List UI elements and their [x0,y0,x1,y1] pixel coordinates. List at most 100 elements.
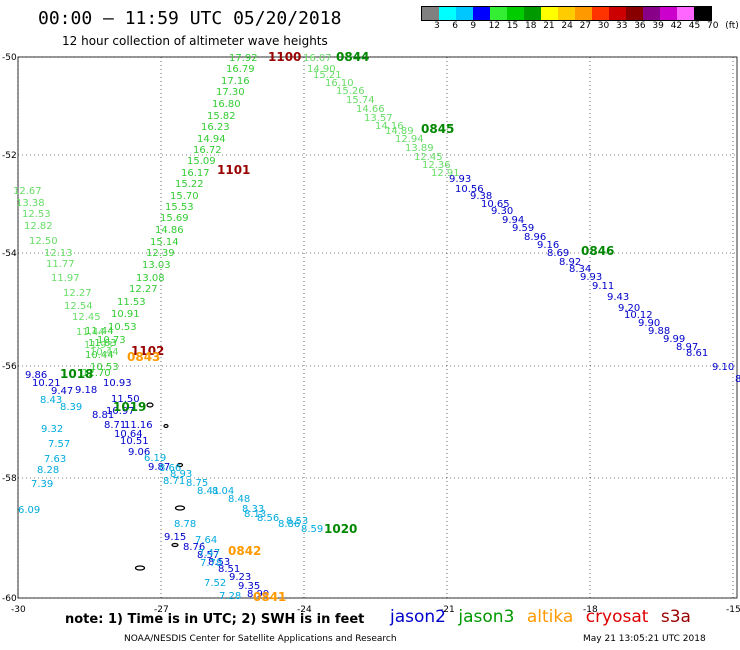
wave-height-label: 16.72 [193,145,222,156]
colorbar-label: 36 [634,21,646,31]
wave-height-label: 9.88 [648,326,670,337]
colorbar-swatch [524,7,541,20]
wave-height-label: 8.34 [569,264,591,275]
wave-height-label: 10.91 [111,309,140,320]
y-tick-label: -58 [2,474,17,484]
wave-height-label: 9.11 [592,281,614,292]
colorbar-label: 6 [452,21,458,31]
time-label: 1018 [60,367,93,381]
wave-height-label: 8.13 [244,509,266,520]
colorbar-swatch [541,7,558,20]
wave-height-label: 9.38 [470,191,492,202]
legend-cryosat: cryosat [585,607,649,627]
wave-height-label: 11.16 [124,420,153,431]
x-tick-label: -27 [154,605,169,615]
wave-height-label: 9.35 [238,581,260,592]
wave-height-label: 12.50 [29,236,58,247]
wave-height-label: 17.30 [216,87,245,98]
wave-height-label: 9.47 [51,386,73,397]
wave-height-label: 7.47 [198,548,220,559]
wave-height-label: 8.53 [208,557,230,568]
wave-height-label: 12.53 [22,209,51,220]
wave-height-label: 12.67 [13,186,42,197]
wave-height-label: 8.75 [186,478,208,489]
island-outline [146,402,154,408]
legend-altika: altika [526,607,574,627]
map-border [17,56,738,599]
wave-height-label: 8.6 [735,374,740,385]
wave-height-label: 8.86 [278,519,300,530]
colorbar-swatch [694,7,711,20]
wave-height-label: 12.54 [64,301,93,312]
time-label: 0843 [127,350,160,364]
colorbar-swatch [609,7,626,20]
wave-height-label: 15.09 [187,156,216,167]
wave-height-label: 15.14 [150,237,179,248]
wave-height-label: 8.04 [212,486,234,497]
wave-height-label: 11.63 [88,338,117,349]
wave-height-label: 8.43 [40,395,62,406]
colorbar-label: 15 [506,21,519,31]
credits-timestamp: May 21 13:05:21 UTC 2018 [583,634,706,644]
note-text: note: 1) Time is in UTC; 2) SWH is in fe… [65,612,365,627]
wave-height-label: 10.12 [624,310,653,321]
wave-height-label: 13.89 [405,143,434,154]
wave-height-label: 9.06 [128,447,150,458]
y-tick-label: -60 [2,594,17,604]
wave-height-label: 9.16 [537,240,559,251]
wave-height-label: 12.45 [414,152,443,163]
wave-height-label: 9.94 [502,215,524,226]
page-title: 00:00 – 11:59 UTC 05/20/2018 [38,8,342,29]
y-tick-label: -52 [2,151,17,161]
y-tick-label: -54 [2,249,17,259]
x-tick-label: -18 [583,605,598,615]
wave-height-label: 7.57 [48,439,70,450]
colorbar-swatch [558,7,575,20]
wave-height-label: 16.07 [303,53,332,64]
wave-height-label: 15.70 [170,191,199,202]
wave-height-label: 12.36 [422,160,451,171]
wave-height-label: 8.48 [228,494,250,505]
wave-height-label: 9.93 [449,174,471,185]
wave-height-label: 9.20 [618,303,640,314]
wave-height-label: 14.90 [307,64,336,75]
legend-jason2: jason2 [390,607,446,627]
colorbar-swatch [490,7,507,20]
wave-height-label: 7.78 [200,558,222,569]
wave-height-label: 11.77 [46,259,75,270]
wave-height-label: 10.44 [85,350,114,361]
wave-height-label: 11.97 [51,273,80,284]
wave-height-label: 6.09 [18,505,40,516]
wave-height-label: 9.30 [491,206,513,217]
colorbar-swatch [507,7,524,20]
wave-height-label: 8.97 [676,342,698,353]
colorbar-swatch [439,7,456,20]
time-label: 0841 [253,590,286,604]
wave-height-label: 16.10 [325,78,354,89]
wave-height-label: 8.66 [159,463,181,474]
wave-height-label: 16.17 [181,168,210,179]
time-label: 1100 [268,50,301,64]
track-jason2: 8.438.39 9.32 7.57 7.638.28 7.39 6.09 6.198.66… [18,395,323,602]
colorbar-label: 3 [434,21,440,31]
wave-height-label: 11.93 [84,340,113,351]
x-tick-label: -15 [726,605,740,615]
wave-height-label: 13.03 [142,260,171,271]
colorbar-label: 33 [616,21,628,31]
wave-height-label: 10.53 [108,322,137,333]
wave-height-label: 12.27 [129,284,158,295]
wave-height-label: 16.23 [201,122,230,133]
time-label: 1101 [217,163,250,177]
wave-height-label: 15.53 [165,202,194,213]
wave-height-label: 8.51 [218,564,240,575]
colorbar-swatch [643,7,660,20]
time-label: 1102 [131,344,164,358]
wave-height-label: 7.39 [31,479,53,490]
island-outline [176,462,184,468]
wave-height-label: 12.13 [44,248,73,259]
wave-height-label: 12.91 [431,168,460,179]
map-frame [17,56,738,599]
